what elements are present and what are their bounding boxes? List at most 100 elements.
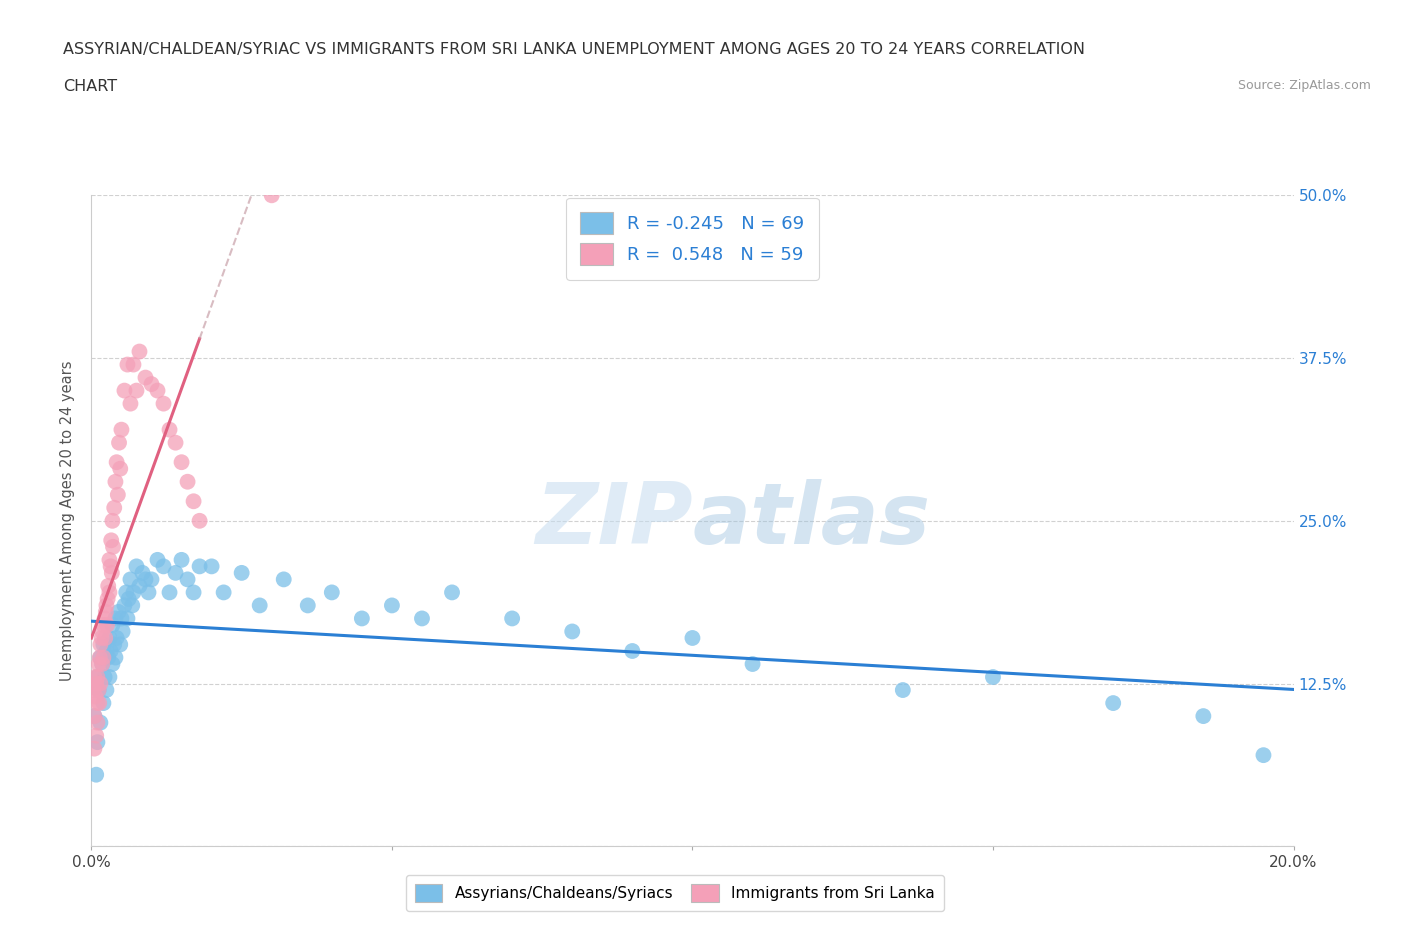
Point [114, 598, 136, 613]
Point [183, 494, 205, 509]
Point [83, 670, 105, 684]
Point [87, 683, 110, 698]
Point [101, 565, 124, 580]
Point [152, 396, 174, 411]
Point [107, 604, 129, 619]
Point [188, 559, 211, 574]
Point [101, 539, 124, 554]
Point [94, 604, 117, 619]
Point [98, 631, 121, 645]
Point [212, 585, 235, 600]
Point [159, 422, 181, 437]
Point [891, 683, 914, 698]
Point [170, 455, 193, 470]
Point [93, 618, 115, 632]
Point [141, 572, 163, 587]
Point [741, 657, 763, 671]
Point [117, 357, 139, 372]
Point [94, 631, 117, 645]
Point [89, 637, 111, 652]
Point [104, 611, 127, 626]
Point [82, 683, 104, 698]
Point [381, 598, 404, 613]
Point [86, 670, 108, 684]
Point [110, 637, 132, 652]
Point [297, 598, 319, 613]
Point [134, 370, 156, 385]
Point [621, 644, 644, 658]
Point [101, 513, 124, 528]
Point [90, 631, 112, 645]
Point [141, 377, 163, 392]
Point [83, 741, 105, 756]
Text: ASSYRIAN/CHALDEAN/SYRIAC VS IMMIGRANTS FROM SRI LANKA UNEMPLOYMENT AMONG AGES 20: ASSYRIAN/CHALDEAN/SYRIAC VS IMMIGRANTS F… [63, 42, 1085, 57]
Point [231, 565, 253, 580]
Point [117, 611, 139, 626]
Point [110, 422, 132, 437]
Point [101, 657, 124, 671]
Point [107, 487, 129, 502]
Point [138, 585, 160, 600]
Point [501, 611, 523, 626]
Point [98, 552, 121, 567]
Point [121, 598, 143, 613]
Point [440, 585, 463, 600]
Text: Source: ZipAtlas.com: Source: ZipAtlas.com [1237, 79, 1371, 92]
Point [100, 644, 122, 658]
Point [86, 735, 108, 750]
Point [98, 670, 121, 684]
Point [249, 598, 271, 613]
Point [96, 598, 118, 613]
Point [89, 650, 111, 665]
Point [152, 559, 174, 574]
Point [165, 435, 187, 450]
Point [91, 657, 114, 671]
Point [93, 637, 115, 652]
Point [104, 650, 127, 665]
Point [1102, 696, 1125, 711]
Point [128, 344, 150, 359]
Point [89, 696, 111, 711]
Point [125, 559, 148, 574]
Point [122, 357, 145, 372]
Point [86, 670, 108, 684]
Point [83, 709, 105, 724]
Point [134, 572, 156, 587]
Legend: Assyrians/Chaldeans/Syriacs, Immigrants from Sri Lanka: Assyrians/Chaldeans/Syriacs, Immigrants … [406, 875, 943, 911]
Point [105, 631, 128, 645]
Point [91, 624, 114, 639]
Point [176, 474, 198, 489]
Point [201, 559, 224, 574]
Point [350, 611, 373, 626]
Point [120, 572, 142, 587]
Point [91, 657, 114, 671]
Point [110, 461, 132, 476]
Point [86, 696, 108, 711]
Point [183, 585, 205, 600]
Point [103, 500, 125, 515]
Point [93, 696, 115, 711]
Point [101, 618, 124, 632]
Point [83, 709, 105, 724]
Point [188, 513, 211, 528]
Point [321, 585, 343, 600]
Point [128, 578, 150, 593]
Point [84, 728, 107, 743]
Point [1192, 709, 1215, 724]
Point [1253, 748, 1275, 763]
Point [165, 565, 187, 580]
Point [176, 572, 198, 587]
Point [111, 624, 134, 639]
Point [89, 715, 111, 730]
Point [96, 683, 118, 698]
Point [93, 670, 115, 684]
Point [100, 533, 122, 548]
Point [87, 657, 110, 671]
Point [120, 396, 142, 411]
Point [103, 637, 125, 652]
Point [411, 611, 433, 626]
Point [122, 585, 145, 600]
Text: atlas: atlas [692, 479, 931, 563]
Y-axis label: Unemployment Among Ages 20 to 24 years: Unemployment Among Ages 20 to 24 years [60, 361, 76, 681]
Point [681, 631, 703, 645]
